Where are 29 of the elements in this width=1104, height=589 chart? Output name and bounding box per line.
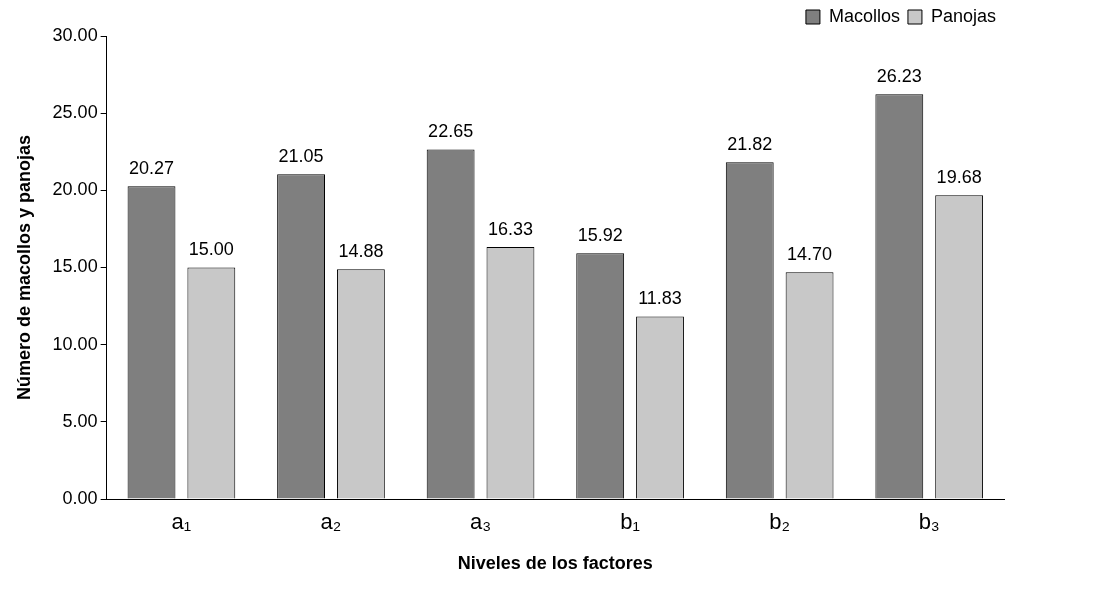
y-axis-title: Número de macollos y panojas (13, 134, 34, 401)
data-label: 20.27 (128, 158, 175, 179)
x-tick-label: b₁ (620, 509, 640, 535)
data-label: 22.65 (428, 121, 474, 142)
y-tick-label: 15.00 (52, 256, 98, 277)
data-label: 15.92 (577, 225, 623, 246)
legend-label: Panojas (930, 5, 997, 26)
data-label: 15.00 (188, 239, 234, 260)
legend-label: Macollos (828, 5, 900, 26)
data-label: 16.33 (487, 218, 533, 239)
x-tick-label: b₃ (918, 509, 940, 535)
data-label: 14.70 (787, 244, 833, 265)
data-label: 21.05 (278, 146, 324, 167)
x-tick-label: a₁ (171, 509, 192, 535)
x-tick-label: a₃ (469, 509, 492, 535)
x-tick-label: b₂ (769, 509, 791, 535)
y-tick-label: 20.00 (52, 179, 98, 200)
x-tick-label: a₂ (320, 509, 342, 535)
y-tick-label: 0.00 (62, 487, 98, 508)
y-tick-label: 25.00 (52, 102, 98, 123)
y-tick-label: 10.00 (52, 333, 98, 354)
y-tick-label: 30.00 (52, 24, 98, 45)
data-label: 26.23 (876, 66, 922, 87)
data-label: 21.82 (727, 134, 773, 155)
y-tick-label: 5.00 (62, 410, 98, 431)
x-axis-title: Niveles de los factores (457, 553, 653, 574)
data-label: 19.68 (936, 167, 982, 188)
data-label: 14.88 (338, 241, 384, 262)
data-label: 11.83 (638, 288, 682, 309)
